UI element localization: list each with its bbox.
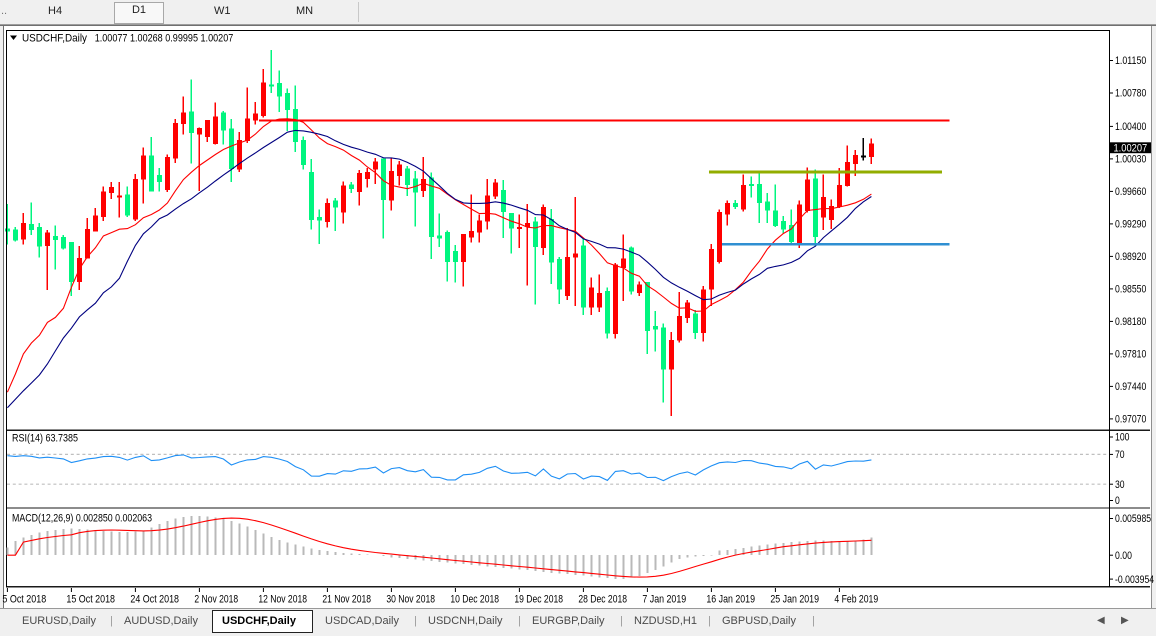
- svg-text:30: 30: [1115, 479, 1125, 491]
- svg-text:0.98550: 0.98550: [1115, 284, 1146, 296]
- svg-text:0.98180: 0.98180: [1115, 316, 1146, 328]
- svg-text:1.00077 1.00268 0.99995 1.0020: 1.00077 1.00268 0.99995 1.00207: [95, 32, 234, 44]
- svg-text:19 Dec 2018: 19 Dec 2018: [514, 594, 563, 606]
- svg-text:0.97070: 0.97070: [1115, 414, 1146, 426]
- svg-text:30 Nov 2018: 30 Nov 2018: [386, 594, 435, 606]
- svg-text:1.00207: 1.00207: [1114, 142, 1148, 154]
- svg-text:24 Oct 2018: 24 Oct 2018: [130, 594, 179, 606]
- svg-text:5 Oct 2018: 5 Oct 2018: [2, 594, 46, 606]
- svg-text:RSI(14) 63.7385: RSI(14) 63.7385: [12, 433, 78, 445]
- svg-text:0.00: 0.00: [1115, 550, 1132, 562]
- svg-text:0.99660: 0.99660: [1115, 186, 1146, 198]
- svg-text:28 Dec 2018: 28 Dec 2018: [578, 594, 627, 606]
- svg-text:16 Jan 2019: 16 Jan 2019: [706, 594, 755, 606]
- svg-text:0.005985: 0.005985: [1115, 513, 1151, 525]
- svg-text:0.98920: 0.98920: [1115, 251, 1146, 263]
- svg-text:USDCHF,Daily: USDCHF,Daily: [22, 32, 88, 44]
- svg-text:100: 100: [1115, 432, 1130, 444]
- svg-text:1.01150: 1.01150: [1115, 55, 1146, 67]
- svg-text:0: 0: [1115, 495, 1120, 507]
- svg-text:7 Jan 2019: 7 Jan 2019: [642, 594, 686, 606]
- svg-text:21 Nov 2018: 21 Nov 2018: [322, 594, 371, 606]
- svg-text:70: 70: [1115, 449, 1125, 461]
- svg-text:2 Nov 2018: 2 Nov 2018: [194, 594, 238, 606]
- svg-text:25 Jan 2019: 25 Jan 2019: [770, 594, 819, 606]
- svg-text:4 Feb 2019: 4 Feb 2019: [834, 594, 878, 606]
- svg-text:15 Oct 2018: 15 Oct 2018: [66, 594, 115, 606]
- svg-text:0.97810: 0.97810: [1115, 349, 1146, 361]
- svg-text:1.00780: 1.00780: [1115, 88, 1146, 100]
- svg-text:0.97440: 0.97440: [1115, 381, 1146, 393]
- svg-text:1.00400: 1.00400: [1115, 121, 1146, 133]
- svg-text:-0.003954: -0.003954: [1115, 574, 1154, 586]
- svg-text:1.00030: 1.00030: [1115, 154, 1146, 166]
- svg-text:10 Dec 2018: 10 Dec 2018: [450, 594, 499, 606]
- svg-text:12 Nov 2018: 12 Nov 2018: [258, 594, 307, 606]
- svg-text:0.99290: 0.99290: [1115, 219, 1146, 231]
- svg-text:MACD(12,26,9) 0.002850 0.00206: MACD(12,26,9) 0.002850 0.002063: [12, 513, 152, 525]
